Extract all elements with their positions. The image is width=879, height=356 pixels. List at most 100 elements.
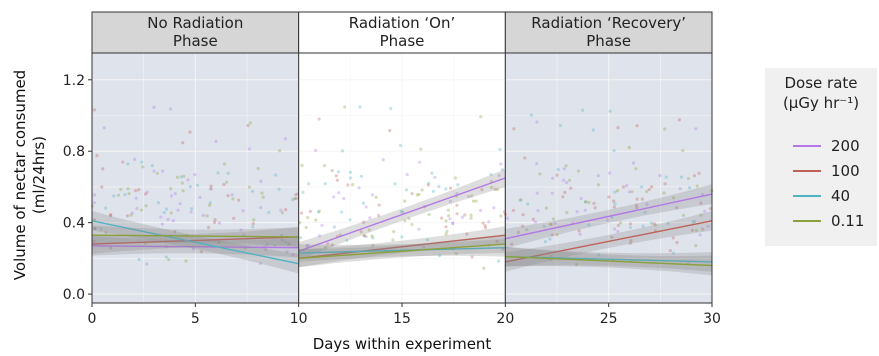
observation-point	[455, 203, 459, 207]
observation-point	[627, 190, 631, 194]
observation-point	[145, 262, 149, 266]
observation-point	[616, 223, 621, 227]
observation-point	[100, 185, 104, 189]
observation-point	[512, 127, 516, 131]
observation-point	[237, 198, 241, 202]
observation-point	[393, 182, 397, 186]
observation-point	[616, 229, 620, 234]
observation-point	[616, 126, 620, 130]
observation-point	[649, 221, 653, 225]
observation-point	[706, 224, 710, 228]
observation-point	[392, 230, 396, 234]
observation-point	[246, 123, 250, 128]
observation-point	[323, 245, 328, 249]
observation-point	[671, 196, 676, 200]
observation-point	[247, 147, 252, 151]
x-tick-label: 5	[191, 311, 200, 327]
observation-point	[543, 240, 548, 244]
observation-point	[189, 210, 193, 214]
observation-point	[162, 210, 166, 215]
observation-point	[259, 205, 263, 210]
legend-swatch	[793, 195, 821, 197]
observation-point	[370, 234, 374, 238]
observation-point	[643, 210, 647, 215]
observation-point	[135, 206, 139, 211]
observation-point	[182, 174, 186, 178]
observation-point	[535, 161, 539, 166]
observation-point	[209, 187, 213, 191]
trend-line-0.11	[298, 243, 506, 260]
observation-point	[137, 188, 141, 192]
observation-point	[463, 213, 467, 217]
observation-point	[362, 220, 366, 224]
observation-point	[584, 200, 588, 204]
observation-point	[410, 192, 414, 196]
observation-point	[550, 233, 554, 237]
observation-point	[357, 186, 361, 190]
trend-line-0.11	[505, 255, 713, 267]
observation-point	[551, 176, 555, 180]
observation-point	[109, 213, 113, 217]
observation-point	[625, 184, 629, 188]
observation-point	[248, 121, 252, 125]
facet-strip-1	[91, 11, 300, 54]
observation-point	[694, 243, 698, 248]
observation-point	[469, 213, 473, 217]
observation-point	[497, 173, 501, 178]
observation-point	[195, 183, 200, 187]
observation-point	[523, 156, 527, 160]
observation-point	[581, 108, 585, 112]
observation-point	[427, 212, 431, 217]
observation-point	[519, 198, 523, 202]
observation-point	[445, 229, 449, 234]
observation-point	[348, 170, 352, 175]
observation-point	[164, 207, 169, 211]
facet-panel-3: Radiation ‘Recovery’Phase	[503, 11, 714, 304]
observation-point	[358, 105, 362, 109]
observation-point	[440, 216, 444, 220]
observation-point	[308, 209, 312, 213]
observation-point	[650, 185, 654, 189]
observation-point	[605, 218, 609, 222]
observation-point	[583, 208, 587, 212]
observation-point	[193, 172, 197, 177]
observation-point	[634, 203, 638, 207]
observation-point	[652, 222, 656, 226]
observation-point	[361, 201, 366, 205]
observation-point	[388, 129, 392, 133]
observation-point	[564, 164, 568, 168]
observation-point	[529, 113, 533, 117]
observation-point	[516, 230, 520, 234]
observation-point	[692, 174, 697, 178]
observation-point	[216, 171, 220, 175]
observation-point	[499, 162, 503, 166]
y-axis-title-line2: (ml/24hrs)	[30, 136, 48, 214]
observation-point	[645, 189, 649, 194]
observation-point	[469, 216, 473, 220]
observation-point	[658, 173, 662, 178]
observation-point	[191, 247, 196, 251]
observation-point	[496, 187, 500, 192]
observation-point	[251, 189, 255, 193]
observation-point	[666, 221, 670, 226]
observation-point	[422, 245, 426, 249]
observation-point	[207, 203, 212, 207]
trend-line-100	[505, 220, 713, 263]
observation-point	[306, 243, 310, 247]
observation-point	[558, 123, 562, 128]
observation-point	[500, 168, 505, 172]
observation-point	[374, 195, 378, 199]
x-tick-label: 25	[600, 311, 618, 327]
observation-point	[264, 248, 268, 252]
legend-title-line1: Dose rate	[784, 74, 858, 92]
observation-point	[627, 146, 631, 150]
observation-point	[178, 202, 182, 206]
observation-point	[544, 206, 548, 210]
observation-point	[152, 105, 156, 109]
observation-point	[550, 191, 554, 195]
observation-point	[140, 160, 144, 164]
observation-point	[634, 167, 638, 171]
observation-point	[691, 220, 695, 224]
facet-strip-3	[504, 11, 713, 54]
observation-point	[555, 233, 559, 237]
